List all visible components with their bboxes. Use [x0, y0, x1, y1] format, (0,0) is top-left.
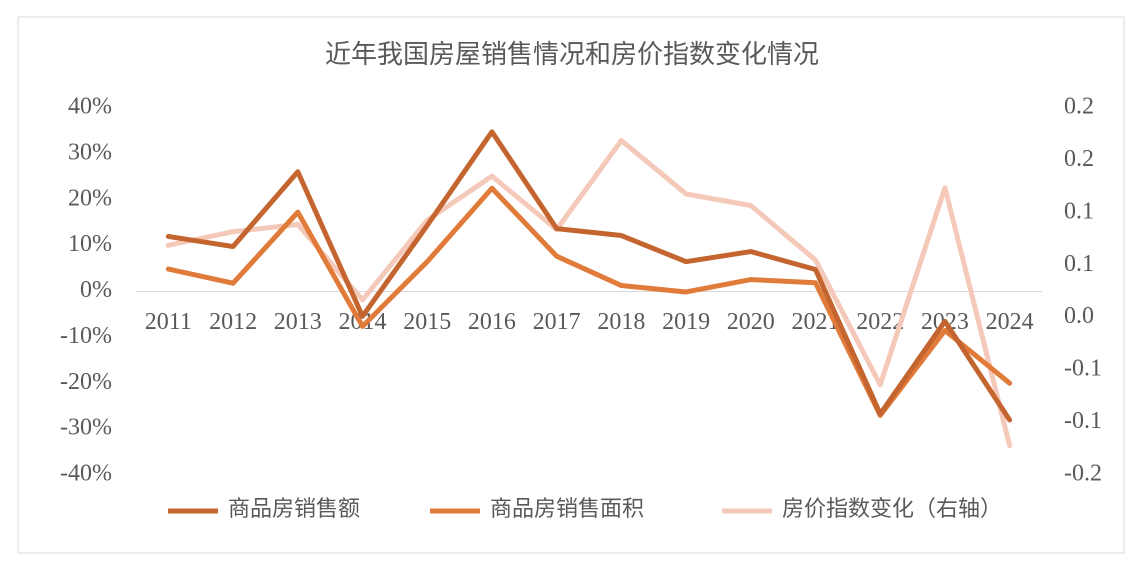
x-tick-label: 2019: [662, 309, 710, 335]
y2-tick-label: -0.2: [1064, 461, 1102, 487]
y2-tick-label: 0.1: [1064, 251, 1094, 277]
chart-frame: [17, 16, 1125, 554]
series-line: [165, 129, 1013, 423]
y-tick-label: -30%: [60, 415, 112, 441]
y2-tick-label: 0.1: [1064, 198, 1094, 224]
y-tick-label: -20%: [60, 369, 112, 395]
y-tick-label: -10%: [60, 323, 112, 349]
y-tick-label: 30%: [68, 139, 112, 165]
series-line: [165, 138, 1013, 449]
x-tick-label: 2013: [274, 309, 322, 335]
y2-tick-label: 0.0: [1064, 303, 1094, 329]
x-tick-label: 2015: [403, 309, 451, 335]
y2-tick-label: -0.1: [1064, 408, 1102, 434]
y-tick-label: 0%: [80, 277, 112, 303]
y-tick-label: 10%: [68, 231, 112, 257]
x-tick-label: 2012: [209, 309, 257, 335]
legend-label: 房价指数变化（右轴）: [782, 496, 1002, 521]
legend-label: 商品房销售面积: [490, 496, 644, 521]
y-tick-label: 20%: [68, 185, 112, 211]
legend-label: 商品房销售额: [228, 496, 360, 521]
y-tick-label: -40%: [60, 461, 112, 487]
y2-tick-label: 0.2: [1064, 146, 1094, 172]
y2-tick-label: 0.2: [1064, 94, 1094, 120]
x-tick-label: 2024: [986, 309, 1034, 335]
x-tick-label: 2011: [145, 309, 192, 335]
x-tick-label: 2016: [468, 309, 516, 335]
x-tick-label: 2020: [727, 309, 775, 335]
x-tick-label: 2018: [597, 309, 645, 335]
y2-tick-label: -0.1: [1064, 356, 1102, 382]
chart-title: 近年我国房屋销售情况和房价指数变化情况: [325, 40, 819, 69]
y-tick-label: 40%: [68, 94, 112, 120]
x-tick-label: 2017: [533, 309, 581, 335]
